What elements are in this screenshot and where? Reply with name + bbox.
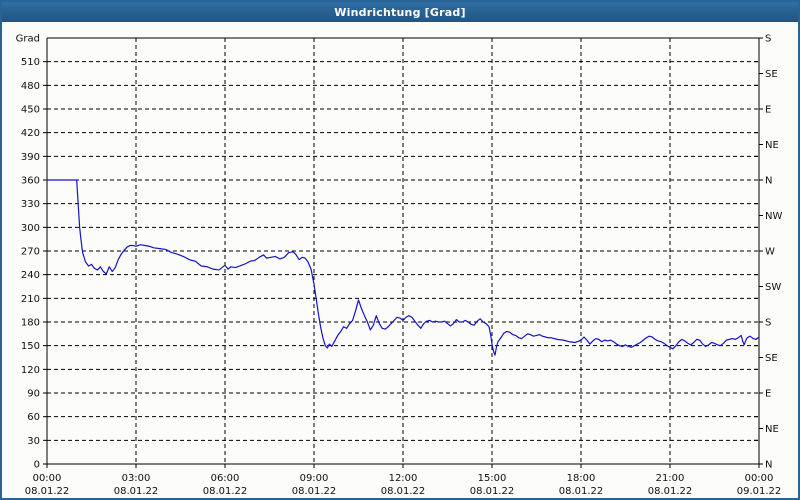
- y-axis-tick-label: 330: [21, 199, 40, 210]
- x-axis-date-label: 08.01.22: [292, 486, 337, 497]
- y-axis-tick-label: 210: [21, 294, 40, 305]
- y-axis-right-tick-label: E: [765, 105, 771, 116]
- y-axis-tick-label: 120: [21, 365, 40, 376]
- x-axis-time-label: 00:00: [745, 473, 774, 484]
- y-axis-tick-label: 0: [34, 460, 40, 471]
- y-axis-right-tick-label: SW: [765, 282, 781, 293]
- y-axis-tick-label: 510: [21, 57, 40, 68]
- y-axis-right-tick-label: N: [765, 460, 772, 471]
- y-axis-right-tick-label: NE: [765, 424, 779, 435]
- x-axis-time-label: 09:00: [300, 473, 329, 484]
- axis-labels: 0 30 60 90 120 150 180 210 240 270 300 330 360 390 420…: [16, 34, 783, 498]
- x-axis-time-label: 00:00: [33, 473, 62, 484]
- page-title: Windrichtung [Grad]: [334, 5, 466, 19]
- x-axis-date-label: 08.01.22: [648, 486, 693, 497]
- x-axis-time-label: 21:00: [656, 473, 685, 484]
- gridlines: [47, 38, 759, 464]
- y-axis-right-tick-label: N: [765, 176, 772, 187]
- y-axis-tick-label: 390: [21, 152, 40, 163]
- y-axis-unit-label: Grad: [16, 34, 40, 45]
- x-axis-time-label: 03:00: [122, 473, 151, 484]
- y-axis-tick-label: 270: [21, 247, 40, 258]
- y-axis-right-tick-label: E: [765, 389, 771, 400]
- x-axis-date-label: 08.01.22: [203, 486, 248, 497]
- x-axis-date-label: 08.01.22: [559, 486, 604, 497]
- y-axis-right-tick-label: S: [765, 318, 771, 329]
- y-axis-tick-label: 180: [21, 318, 40, 329]
- x-axis-date-label: 08.01.22: [25, 486, 70, 497]
- y-axis-tick-label: 90: [27, 389, 40, 400]
- y-axis-tick-label: 360: [21, 176, 40, 187]
- axis-ticks: [43, 37, 763, 468]
- chart-plot-area: 0 30 60 90 120 150 180 210 240 270 300 330 360 390 420…: [2, 22, 798, 498]
- x-axis-date-label: 09.01.22: [737, 486, 782, 497]
- y-axis-tick-label: 60: [27, 412, 40, 423]
- y-axis-tick-label: 450: [21, 105, 40, 116]
- x-axis-time-label: 18:00: [567, 473, 596, 484]
- x-axis-time-label: 06:00: [211, 473, 240, 484]
- y-axis-tick-label: 420: [21, 128, 40, 139]
- x-axis-date-label: 08.01.22: [114, 486, 159, 497]
- y-axis-tick-label: 480: [21, 81, 40, 92]
- y-axis-tick-label: 300: [21, 223, 40, 234]
- y-axis-right-tick-label: NW: [765, 211, 782, 222]
- y-axis-right-tick-label: W: [765, 247, 775, 258]
- y-axis-tick-label: 150: [21, 341, 40, 352]
- x-axis-time-label: 15:00: [478, 473, 507, 484]
- x-axis-time-label: 12:00: [389, 473, 418, 484]
- y-axis-right-tick-label: SE: [765, 353, 778, 364]
- y-axis-right-tick-label: NE: [765, 140, 779, 151]
- x-axis-date-label: 08.01.22: [470, 486, 515, 497]
- series-line: [46, 179, 760, 356]
- y-axis-right-tick-label: SE: [765, 69, 778, 80]
- wind-direction-chart: 0 30 60 90 120 150 180 210 240 270 300 330 360 390 420…: [16, 34, 783, 498]
- window-titlebar: Windrichtung [Grad]: [2, 2, 798, 22]
- y-axis-tick-label: 240: [21, 270, 40, 281]
- data-series: [46, 179, 760, 356]
- y-axis-right-tick-label: S: [765, 34, 771, 45]
- x-axis-date-label: 08.01.22: [381, 486, 426, 497]
- y-axis-tick-label: 30: [27, 436, 40, 447]
